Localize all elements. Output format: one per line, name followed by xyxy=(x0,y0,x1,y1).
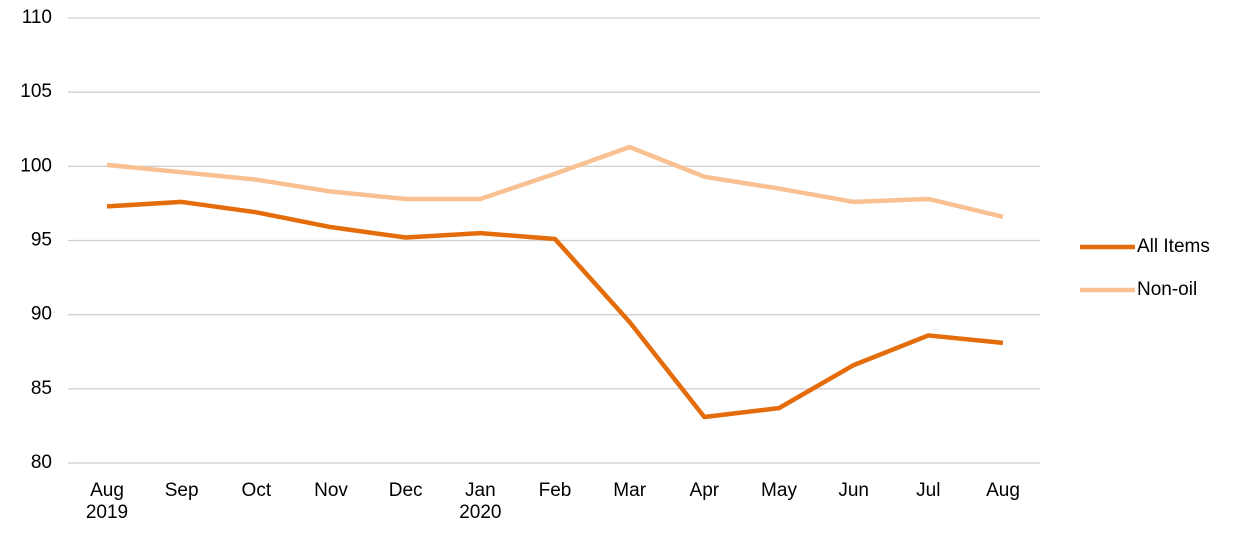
y-tick-label: 90 xyxy=(31,304,52,325)
y-tick-label: 100 xyxy=(20,155,52,176)
x-tick-label: Mar xyxy=(613,480,646,501)
line-series xyxy=(106,144,1004,219)
legend-label: Non-oil xyxy=(1137,279,1197,300)
x-tick-label: Apr xyxy=(690,480,720,501)
y-tick-label: 105 xyxy=(20,81,52,102)
x-tick-label: Dec xyxy=(389,480,423,501)
x-tick-label: Sep xyxy=(165,480,199,501)
y-tick-label: 80 xyxy=(31,452,52,473)
x-tick-label: Jul xyxy=(916,480,940,501)
x-tick-label: Feb xyxy=(539,480,572,501)
y-tick-label: 85 xyxy=(31,378,52,399)
x-tick-label: Aug xyxy=(986,480,1020,501)
y-tick-label: 95 xyxy=(31,230,52,251)
line-series xyxy=(106,199,1004,420)
x-tick-label: Nov xyxy=(314,480,348,501)
y-tick-label: 110 xyxy=(22,7,52,28)
x-tick-label: May xyxy=(761,480,797,501)
x-tick-label: Jun xyxy=(838,480,869,501)
legend-label: All Items xyxy=(1137,236,1210,257)
x-tick-label: Aug 2019 xyxy=(86,480,128,523)
x-tick-label: Oct xyxy=(242,480,272,501)
x-tick-label: Jan 2020 xyxy=(459,480,501,523)
